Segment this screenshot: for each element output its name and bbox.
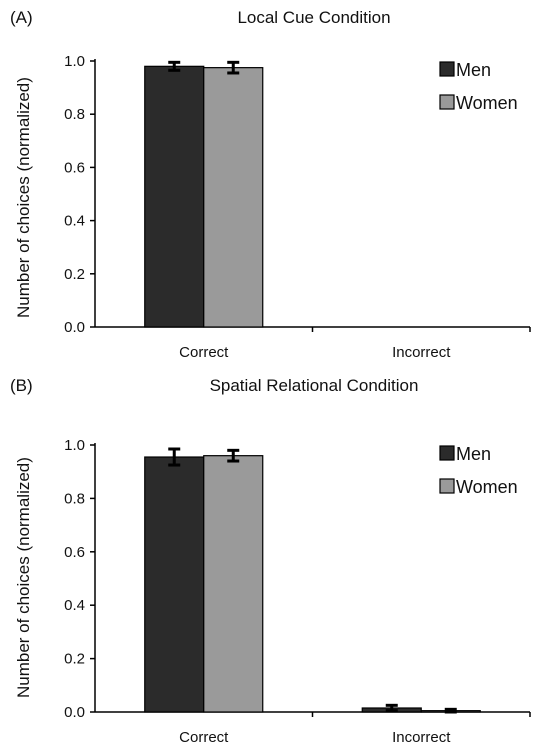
bar [203, 67, 264, 328]
x-tick-label: Correct [179, 729, 229, 746]
bar [144, 65, 205, 328]
legend-swatch [439, 61, 455, 77]
chart-title: Local Cue Condition [237, 8, 391, 27]
y-tick-label: 0.0 [64, 319, 85, 336]
x-tick-label: Correct [179, 344, 229, 361]
bar [144, 456, 205, 713]
x-tick-label: Incorrect [392, 729, 451, 746]
y-tick-label: 1.0 [64, 437, 85, 454]
legend-label: Men [456, 60, 491, 80]
y-tick-label: 0.2 [64, 651, 85, 668]
bar [203, 455, 264, 713]
y-tick-label: 0.8 [64, 106, 85, 123]
y-tick-label: 0.6 [64, 544, 85, 561]
chart-panel-b: (B) Spatial Relational Condition Number … [0, 370, 538, 746]
legend-swatch [439, 445, 455, 461]
y-tick-label: 0.0 [64, 704, 85, 721]
x-tick-label: Incorrect [392, 344, 451, 361]
chart-panel-a: (A) Local Cue Condition Number of choice… [10, 8, 531, 361]
y-tick-label: 0.2 [64, 266, 85, 283]
legend-swatch [439, 94, 455, 110]
y-tick-label: 0.4 [64, 597, 85, 614]
panel-label: (A) [10, 8, 33, 27]
legend-label: Women [456, 93, 518, 113]
bar-chart: 0.0 0.2 0.4 0.6 0.8 1.0 Correct Incorrect Men Wom… [64, 53, 531, 361]
y-tick-label: 0.4 [64, 213, 85, 230]
y-tick-label: 0.6 [64, 159, 85, 176]
chart-title: Spatial Relational Condition [209, 376, 419, 395]
panel-label: (B) [10, 376, 33, 395]
legend-swatch [439, 478, 455, 494]
y-tick-label: 0.8 [64, 490, 85, 507]
bar-chart: 0.0 0.2 0.4 0.6 0.8 1.0 Correct Incorrect Men Wom… [64, 437, 531, 746]
legend-label: Men [456, 444, 491, 464]
y-tick-label: 1.0 [64, 53, 85, 70]
legend-label: Women [456, 477, 518, 497]
